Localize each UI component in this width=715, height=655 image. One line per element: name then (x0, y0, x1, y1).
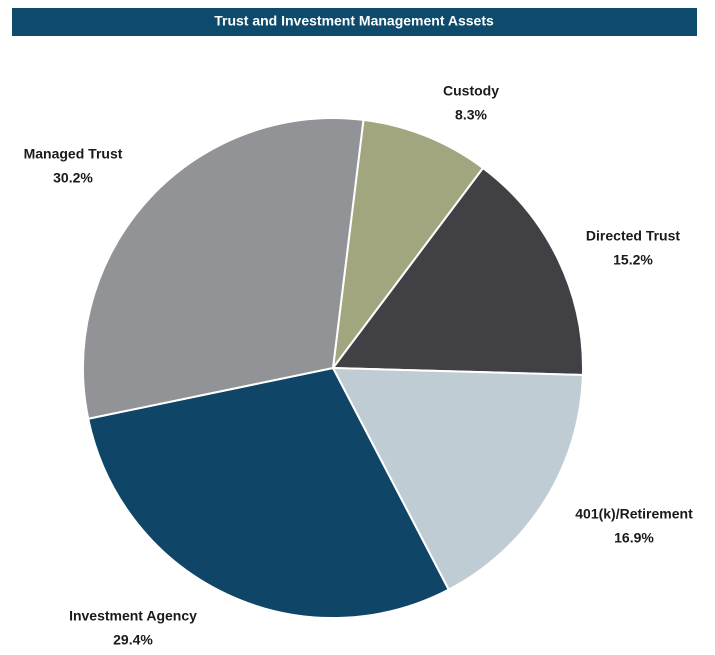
slice-value-label: 16.9% (614, 530, 654, 546)
slice-value-label: 8.3% (455, 107, 487, 123)
pie-slice (331, 118, 485, 372)
slice-label: Managed Trust (24, 146, 123, 162)
pie-slice (331, 366, 584, 591)
slice-value-label: 15.2% (613, 252, 653, 268)
pie-slice (331, 166, 584, 377)
slice-label: Investment Agency (69, 608, 197, 624)
slice-label: Directed Trust (586, 228, 680, 244)
slice-value-label: 30.2% (53, 170, 93, 186)
pie-slice (82, 117, 365, 420)
pie-slice (87, 366, 451, 619)
slice-label: Custody (443, 83, 499, 99)
slice-value-label: 29.4% (113, 632, 153, 648)
title-bar (12, 8, 697, 36)
slice-label: 401(k)/Retirement (575, 506, 693, 522)
chart-title: Trust and Investment Management Assets (214, 13, 494, 29)
